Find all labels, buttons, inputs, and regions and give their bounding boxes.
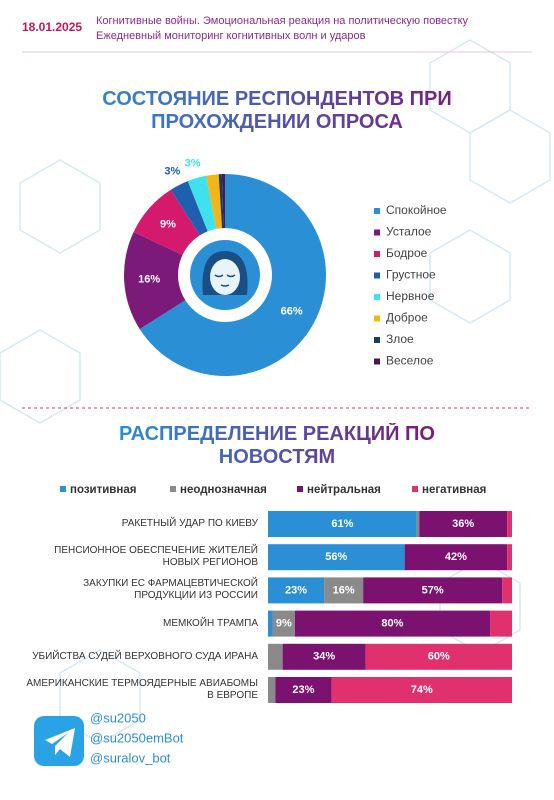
legend-label: Нервное	[386, 289, 435, 303]
bar-label: 34%	[313, 651, 335, 663]
bar-segment	[268, 511, 417, 537]
bar-segment	[363, 577, 503, 604]
category-label: РАКЕТНЫЙ УДАР ПО КИЕВУ	[121, 518, 258, 529]
bar-segment	[416, 511, 420, 537]
slice-label: 66%	[281, 306, 303, 318]
legend-swatch	[412, 486, 418, 492]
bar-label: 23%	[292, 684, 314, 696]
legend-swatch	[374, 294, 380, 300]
legend-swatch	[374, 358, 380, 365]
category-label: МЕМКОЙН ТРАМПА	[163, 617, 258, 629]
legend-label: неоднозначная	[180, 484, 267, 496]
bar-segment	[268, 610, 273, 637]
bar-label: 61%	[331, 518, 353, 530]
bar-segment	[268, 544, 405, 571]
bar-label: 57%	[422, 584, 444, 596]
header-line: Когнитивные войны. Эмоциональная реакция…	[96, 15, 469, 27]
legend-label: Спокойное	[386, 203, 447, 217]
slice-label: 3%	[164, 166, 180, 178]
bar-label: 9%	[276, 618, 292, 630]
face-eyes	[214, 274, 236, 287]
pie-slice	[124, 231, 225, 330]
bar-label: 23%	[285, 584, 307, 596]
legend-label: Бодрое	[386, 246, 428, 260]
bar-segment	[507, 544, 512, 571]
legend-swatch	[374, 337, 380, 343]
slice-label: 9%	[160, 219, 176, 231]
legend-label: Грустное	[386, 268, 436, 282]
bar-label: 60%	[428, 651, 450, 663]
hex-background	[0, 39, 551, 744]
bar-label: 74%	[411, 684, 433, 696]
bar-segment	[272, 610, 295, 637]
bar-segment	[502, 577, 512, 604]
slice-label: 16%	[138, 274, 160, 286]
legend-label: нейтральная	[307, 484, 381, 496]
bar-segment	[331, 677, 512, 703]
bar-segment	[294, 610, 491, 637]
legend-swatch	[374, 251, 380, 257]
category-label: АМЕРИКАНСКИЕ ТЕРМОЯДЕРНЫЕ АВИАБОМЫ В ЕВР…	[26, 678, 258, 701]
legend-swatch	[374, 272, 380, 279]
legend-label: Усталое	[386, 225, 432, 239]
bar-segment	[365, 643, 512, 670]
category-label: ПЕНСИОННОЕ ОБЕСПЕЧЕНИЕ ЖИТЕЛЕЙ НОВЫХ РЕГ…	[54, 545, 258, 569]
telegram-icon	[34, 716, 84, 766]
legend-swatch	[170, 486, 176, 492]
handle: @su2050	[90, 710, 146, 725]
bar-label: 16%	[333, 584, 355, 596]
legend-label: Веселое	[386, 354, 434, 368]
bar-label: 56%	[325, 551, 347, 563]
legend-label: негативная	[422, 484, 486, 496]
legend-label: Злое	[386, 332, 414, 346]
chart-title: РАСПРЕДЕЛЕНИЕ РЕАКЦИЙ ПО НОВОСТЯМ	[117, 423, 437, 469]
bar-label: 80%	[381, 618, 403, 630]
bar-segment	[507, 511, 512, 537]
bar-segment	[490, 610, 512, 637]
legend-label: позитивная	[70, 484, 136, 496]
bar-segment	[268, 677, 276, 703]
handle: @suralov_bot	[90, 750, 171, 765]
handle: @su2050emBot	[90, 730, 184, 745]
bar-segment	[324, 577, 364, 604]
legend-swatch	[374, 229, 380, 236]
chart-title: СОСТОЯНИЕ РЕСПОНДЕНТОВ ПРИ ПРОХОЖДЕНИИ О…	[77, 88, 477, 134]
bar-label: 42%	[445, 551, 467, 563]
bar-segment	[404, 544, 508, 571]
date: 18.01.2025	[22, 20, 82, 34]
legend-swatch	[374, 315, 380, 322]
legend-swatch	[60, 486, 66, 492]
face	[210, 259, 240, 295]
legend-label: Доброе	[386, 311, 428, 325]
category-label: УБИЙСТВА СУДЕЙ ВЕРХОВНОГО СУДА ИРАНА	[32, 650, 258, 662]
slice-label: 3%	[185, 158, 201, 170]
bar-segment	[282, 643, 366, 670]
legend-swatch	[297, 486, 303, 492]
category-label: ЗАКУПКИ ЕС ФАРМАЦЕВТИЧЕСКОЙ ПРОДУКЦИИ ИЗ…	[83, 578, 258, 602]
legend-swatch	[374, 208, 380, 214]
bar-segment	[275, 677, 332, 703]
header-line: Ежедневный мониторинг когнитивных волн и…	[96, 30, 366, 42]
bar-segment	[419, 511, 508, 537]
bar-label: 36%	[452, 518, 474, 530]
bar-segment	[268, 643, 283, 670]
bar-segment	[268, 577, 325, 604]
